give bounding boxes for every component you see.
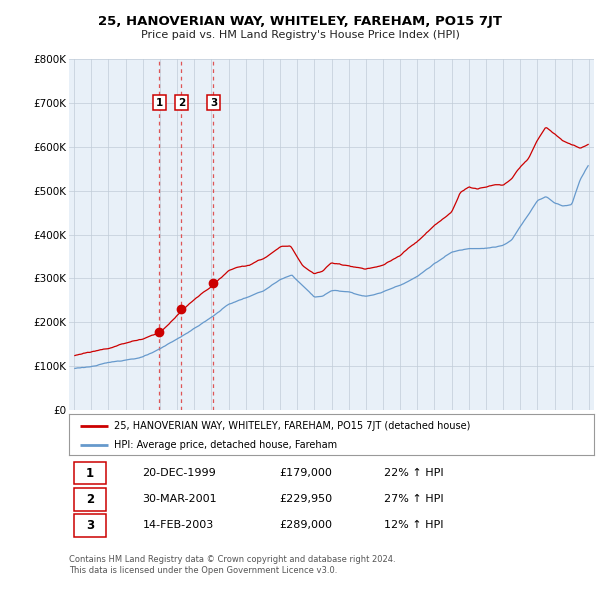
Text: 22% ↑ HPI: 22% ↑ HPI [384, 468, 443, 478]
FancyBboxPatch shape [74, 514, 106, 536]
FancyBboxPatch shape [74, 462, 106, 484]
FancyBboxPatch shape [74, 488, 106, 510]
Text: 2: 2 [86, 493, 94, 506]
Text: Price paid vs. HM Land Registry's House Price Index (HPI): Price paid vs. HM Land Registry's House … [140, 30, 460, 40]
Text: 25, HANOVERIAN WAY, WHITELEY, FAREHAM, PO15 7JT (detached house): 25, HANOVERIAN WAY, WHITELEY, FAREHAM, P… [113, 421, 470, 431]
Text: This data is licensed under the Open Government Licence v3.0.: This data is licensed under the Open Gov… [69, 566, 337, 575]
Text: £289,000: £289,000 [279, 520, 332, 530]
Text: £179,000: £179,000 [279, 468, 332, 478]
Text: 1: 1 [156, 98, 163, 108]
Text: 25, HANOVERIAN WAY, WHITELEY, FAREHAM, PO15 7JT: 25, HANOVERIAN WAY, WHITELEY, FAREHAM, P… [98, 15, 502, 28]
Text: 20-DEC-1999: 20-DEC-1999 [143, 468, 216, 478]
Text: 3: 3 [210, 98, 217, 108]
Text: 27% ↑ HPI: 27% ↑ HPI [384, 494, 443, 504]
Text: 3: 3 [86, 519, 94, 532]
Text: 12% ↑ HPI: 12% ↑ HPI [384, 520, 443, 530]
Text: 14-FEB-2003: 14-FEB-2003 [143, 520, 214, 530]
Text: Contains HM Land Registry data © Crown copyright and database right 2024.: Contains HM Land Registry data © Crown c… [69, 555, 395, 563]
Text: 1: 1 [86, 467, 94, 480]
Text: HPI: Average price, detached house, Fareham: HPI: Average price, detached house, Fare… [113, 440, 337, 450]
Text: £229,950: £229,950 [279, 494, 332, 504]
Text: 2: 2 [178, 98, 185, 108]
Text: 30-MAR-2001: 30-MAR-2001 [143, 494, 217, 504]
